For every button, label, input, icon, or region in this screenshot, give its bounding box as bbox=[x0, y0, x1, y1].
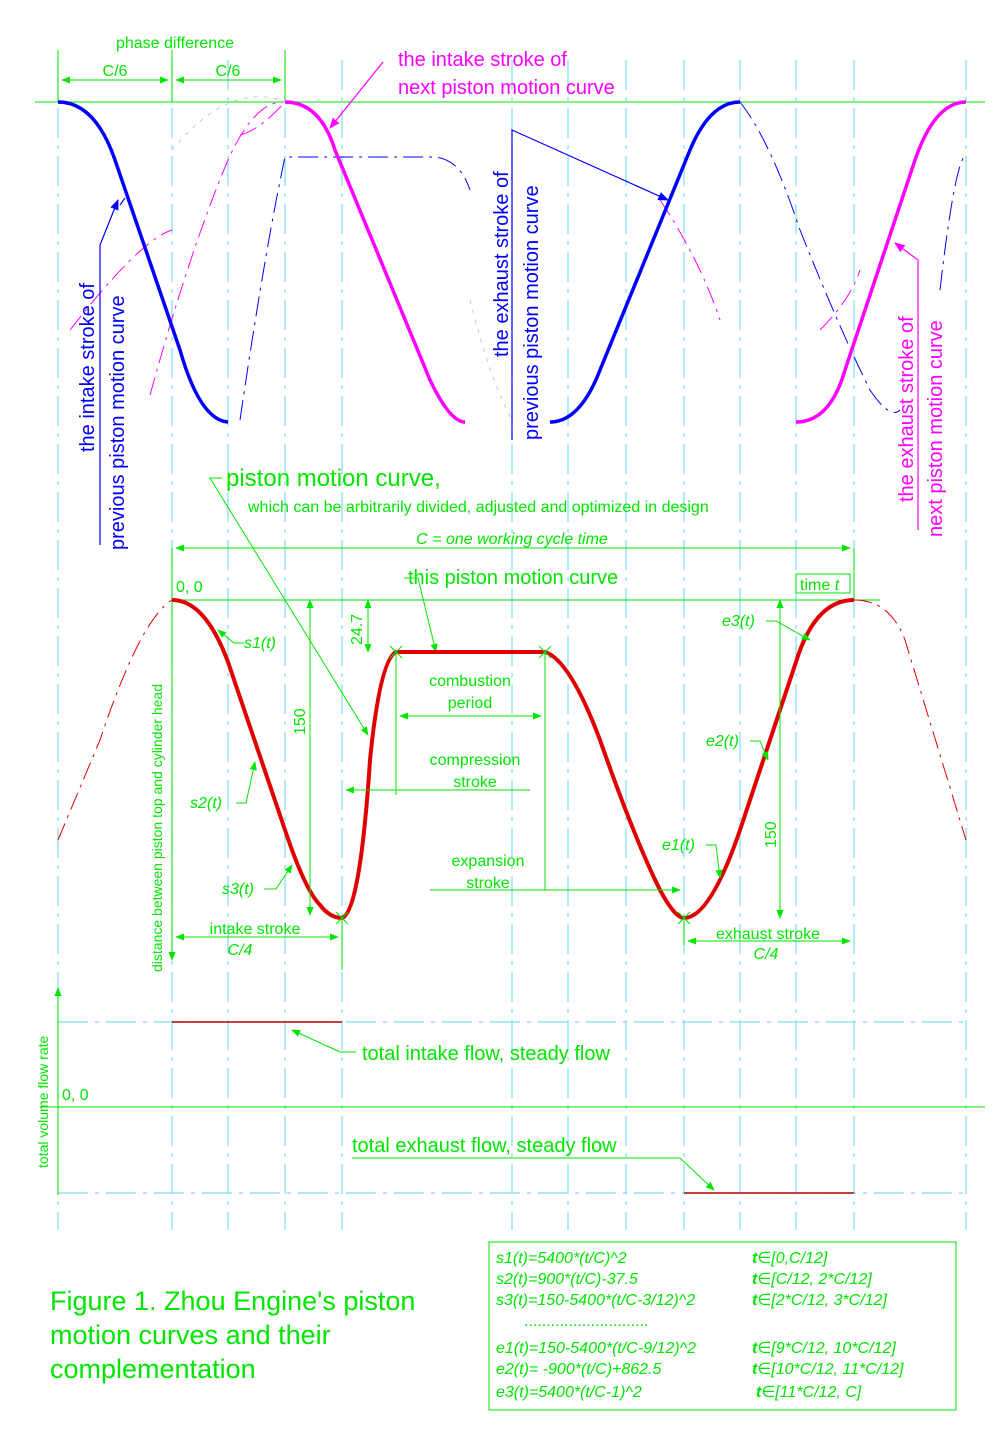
combustion-label-2: period bbox=[448, 695, 492, 712]
exhaust-flow-label: total exhaust flow, steady flow bbox=[352, 1135, 617, 1157]
combustion-label-1: combustion bbox=[429, 673, 511, 690]
dim-24-7: 24.7 bbox=[349, 614, 366, 645]
s1-label: s1(t) bbox=[244, 635, 276, 652]
formula-e2: e2(t)= -900*(t/C)+862.5 bbox=[496, 1361, 662, 1378]
formula-s1: s1(t)=5400*(t/C)^2 bbox=[496, 1250, 627, 1267]
e3-label: e3(t) bbox=[722, 613, 755, 630]
formula-s2: s2(t)=900*(t/C)-37.5 bbox=[496, 1271, 638, 1288]
prev-intake-curve bbox=[57, 100, 229, 424]
flow-origin-label: 0, 0 bbox=[62, 1087, 89, 1104]
faint-curve-grey bbox=[171, 96, 513, 421]
formula-s3: s3(t)=150-5400*(t/C-3/12)^2 bbox=[496, 1292, 695, 1309]
next-exhaust-curve bbox=[795, 100, 967, 424]
exhaust-c4-label: C/4 bbox=[754, 946, 779, 963]
flow-panel: total volume flow rate 0, 0 total intake… bbox=[35, 987, 985, 1195]
intake-flow-label: total intake flow, steady flow bbox=[362, 1043, 610, 1065]
top-panel: phase difference C/6 C/6 the intake stro… bbox=[35, 35, 985, 550]
time-label: time t bbox=[800, 577, 840, 594]
formula-e3: e3(t)=5400*(t/C-1)^2 bbox=[496, 1384, 642, 1401]
compression-label-2: stroke bbox=[453, 774, 497, 791]
s2-label: s2(t) bbox=[190, 795, 222, 812]
e1-label: e1(t) bbox=[662, 837, 695, 854]
faint-red-right bbox=[853, 599, 967, 841]
domain-e2: t∈[10*C/12, 11*C/12] bbox=[752, 1361, 904, 1378]
c6-left-label: C/6 bbox=[103, 63, 128, 80]
prev-intake-label-1: the intake stroke of bbox=[77, 283, 99, 452]
e2-label: e2(t) bbox=[706, 733, 739, 750]
time-label-box bbox=[795, 573, 851, 594]
main-panel: piston motion curve, which can be arbitr… bbox=[57, 465, 967, 972]
faint-curve-magenta bbox=[69, 101, 861, 396]
flow-y-axis-label: total volume flow rate bbox=[35, 1036, 51, 1168]
intake-stroke-label: intake stroke bbox=[210, 921, 301, 938]
caption-line-3: complementation bbox=[50, 1354, 256, 1384]
dim-150-right: 150 bbox=[763, 821, 780, 848]
y-axis-label: distance between piston top and cylinder… bbox=[149, 684, 165, 972]
next-intake-label-2: next piston motion curve bbox=[398, 77, 615, 99]
formula-dots: ............................ bbox=[524, 1313, 648, 1330]
formula-box: s1(t)=5400*(t/C)^2 t∈[0,C/12] s2(t)=900*… bbox=[488, 1241, 957, 1411]
next-exhaust-label-1: the exhaust stroke of bbox=[896, 316, 918, 502]
caption-line-1: Figure 1. Zhou Engine's piston bbox=[50, 1286, 415, 1316]
intake-c4-label: C/4 bbox=[228, 942, 253, 959]
domain-s2: t∈[C/12, 2*C/12] bbox=[752, 1271, 872, 1288]
c6-right-label: C/6 bbox=[216, 63, 241, 80]
dim-150-left: 150 bbox=[292, 708, 309, 735]
next-intake-curve bbox=[284, 100, 466, 424]
figure-caption: Figure 1. Zhou Engine's piston motion cu… bbox=[50, 1286, 415, 1384]
phase-difference-label: phase difference bbox=[116, 35, 234, 52]
prev-exhaust-label-1: the exhaust stroke of bbox=[491, 171, 513, 357]
domain-e3: t∈[11*C/12, C] bbox=[756, 1384, 862, 1401]
prev-intake-label-2: previous piston motion curve bbox=[107, 295, 129, 550]
next-intake-label-1: the intake stroke of bbox=[398, 49, 567, 71]
domain-e1: t∈[9*C/12, 10*C/12] bbox=[752, 1340, 896, 1357]
main-title-line2: which can be arbitrarily divided, adjust… bbox=[247, 499, 709, 516]
faint-red-left bbox=[57, 599, 173, 841]
s3-label: s3(t) bbox=[222, 881, 254, 898]
formula-e1: e1(t)=150-5400*(t/C-9/12)^2 bbox=[496, 1340, 696, 1357]
domain-s3: t∈[2*C/12, 3*C/12] bbox=[752, 1292, 887, 1309]
origin-label: 0, 0 bbox=[176, 579, 203, 596]
prev-exhaust-curve bbox=[549, 100, 741, 424]
this-curve-label: this piston motion curve bbox=[408, 567, 618, 589]
expansion-label-2: stroke bbox=[466, 875, 510, 892]
faint-curve-blue bbox=[239, 101, 967, 421]
exhaust-stroke-label: exhaust stroke bbox=[716, 926, 820, 943]
main-title-line1: piston motion curve, bbox=[226, 465, 441, 492]
cycle-label: C = one working cycle time bbox=[416, 531, 608, 548]
compression-label-1: compression bbox=[430, 752, 521, 769]
domain-s1: t∈[0,C/12] bbox=[752, 1250, 828, 1267]
caption-line-2: motion curves and their bbox=[50, 1320, 331, 1350]
next-exhaust-label-2: next piston motion curve bbox=[925, 320, 947, 537]
prev-exhaust-label-2: previous piston motion curve bbox=[521, 185, 543, 440]
expansion-label-1: expansion bbox=[452, 853, 525, 870]
